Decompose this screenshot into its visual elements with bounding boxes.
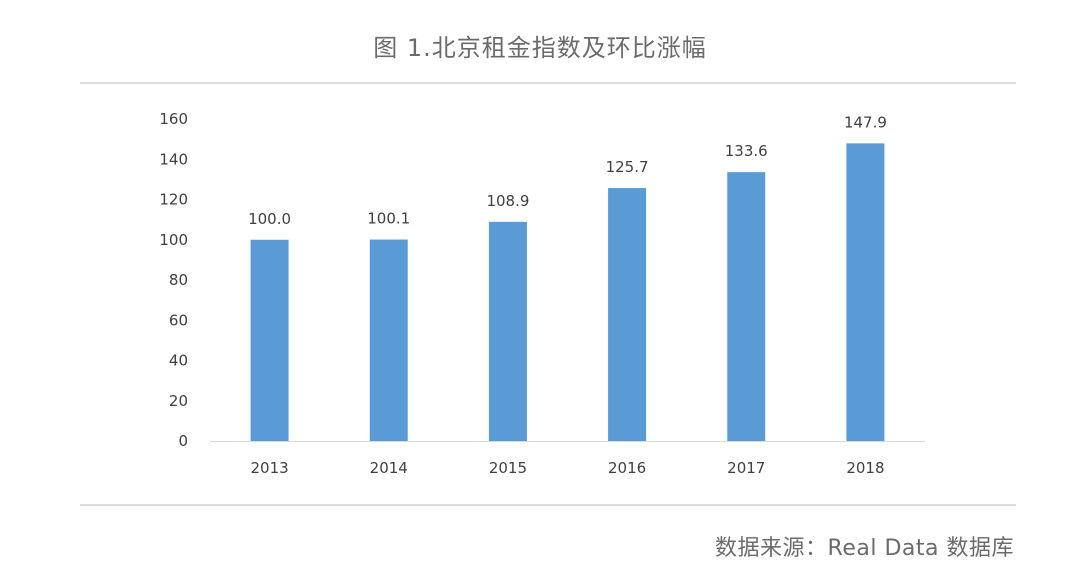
data-labels: 100.0 100.1 108.9 125.7 133.6 147.9 bbox=[248, 113, 887, 227]
y-tick-label: 0 bbox=[178, 432, 188, 450]
y-axis: 0 20 40 60 80 100 120 140 160 bbox=[159, 110, 188, 450]
data-label: 133.6 bbox=[725, 142, 768, 160]
x-axis: 2013 2014 2015 2016 2017 2018 bbox=[250, 459, 884, 477]
x-tick-label: 2015 bbox=[489, 459, 527, 477]
y-tick-label: 60 bbox=[169, 311, 188, 329]
data-label: 100.1 bbox=[367, 210, 410, 228]
top-divider bbox=[80, 82, 1016, 84]
bar-2015 bbox=[488, 221, 527, 441]
x-tick-label: 2017 bbox=[727, 459, 765, 477]
bottom-divider bbox=[80, 504, 1016, 506]
y-tick-label: 20 bbox=[169, 392, 188, 410]
data-label: 125.7 bbox=[606, 158, 649, 176]
y-tick-label: 120 bbox=[159, 191, 188, 209]
data-label: 108.9 bbox=[486, 192, 529, 210]
bar-2013 bbox=[250, 239, 289, 441]
x-tick-label: 2018 bbox=[846, 459, 884, 477]
source-note: 数据来源：Real Data 数据库 bbox=[715, 536, 1014, 561]
y-tick-label: 80 bbox=[169, 271, 188, 289]
chart-title: 图 1.北京租金指数及环比涨幅 bbox=[373, 34, 707, 62]
y-tick-label: 140 bbox=[159, 150, 188, 168]
y-tick-label: 40 bbox=[169, 352, 188, 370]
x-tick-label: 2014 bbox=[370, 459, 408, 477]
data-label: 147.9 bbox=[844, 113, 887, 131]
bar-2018 bbox=[846, 143, 885, 441]
x-tick-label: 2016 bbox=[608, 459, 646, 477]
x-tick-label: 2013 bbox=[250, 459, 288, 477]
bar-2014 bbox=[369, 239, 408, 441]
y-tick-label: 160 bbox=[159, 110, 188, 128]
data-label: 100.0 bbox=[248, 210, 291, 228]
bar-2017 bbox=[727, 172, 766, 441]
bar-series bbox=[250, 143, 885, 441]
y-tick-label: 100 bbox=[159, 231, 188, 249]
bar-2016 bbox=[608, 188, 647, 441]
